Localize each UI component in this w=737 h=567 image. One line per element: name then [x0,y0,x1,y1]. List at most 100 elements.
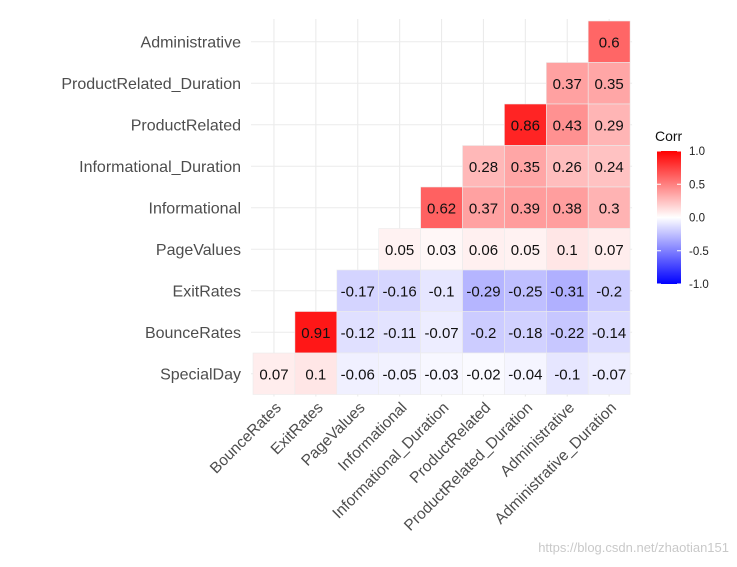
legend-tick-label: 0.5 [689,179,705,191]
x-axis-label: BounceRates [207,399,285,477]
heatmap-cell [587,20,631,63]
cell-value-label: -0.17 [341,283,375,300]
heatmap-cell [587,103,631,146]
cell-value-label: 0.28 [469,159,498,176]
heatmap-cell [462,352,505,395]
cell-value-label: -0.05 [383,366,417,383]
color-legend: Corr 1.0 0.5 0.0 -0.5 -1.0 [655,128,709,291]
heatmap-cell [462,186,505,229]
cell-value-label: 0.91 [301,325,330,342]
heatmap-cell [587,269,631,312]
legend-tick-label: -1.0 [689,279,709,291]
heatmap-cell [420,352,463,395]
cell-value-label: 0.86 [511,117,540,134]
y-axis-label: ProductRelated [131,117,241,134]
heatmap-cell [504,145,547,188]
heatmap-cell [420,311,463,354]
legend-tick-label: 1.0 [689,146,705,158]
cell-value-labels: 0.6 0.37 0.35 0.86 0.43 0.29 0.28 0.35 0.26 0.24 0… [259,34,626,383]
heatmap-cell [378,269,421,312]
cell-value-label: -0.31 [550,283,584,300]
cell-value-label: -0.29 [466,283,500,300]
cell-value-label: -0.1 [429,283,455,300]
heatmap-cell [545,186,589,229]
cell-value-label: 0.1 [305,366,326,383]
legend-tick-label: -0.5 [689,246,709,258]
cell-value-label: 0.03 [427,242,456,259]
cell-value-label: -0.25 [508,283,542,300]
y-axis-label: BounceRates [145,325,241,342]
heatmap-cell [378,228,421,271]
cell-value-label: -0.22 [550,325,584,342]
cell-value-label: 0.35 [595,76,624,93]
cell-value-label: -0.03 [424,366,458,383]
cell-value-label: -0.07 [592,366,626,383]
cell-value-label: -0.02 [466,366,500,383]
cell-value-label: -0.06 [341,366,375,383]
heatmap-cell [462,228,505,271]
cell-value-label: -0.07 [424,325,458,342]
y-axis-label: SpecialDay [160,366,241,383]
y-axis-label: Administrative [141,34,242,51]
heatmap-cell [587,311,631,354]
y-axis-label: Informational_Duration [79,159,241,176]
cell-value-label: 0.1 [557,242,578,259]
heatmap-cell [336,269,379,312]
y-axis-label: Informational [149,200,242,217]
cell-value-label: 0.3 [599,200,620,217]
heatmap-cell [587,228,631,271]
heatmap-cell [587,186,631,229]
heatmap-cell [545,62,589,105]
cell-value-label: 0.35 [511,159,540,176]
heatmap-cell [504,228,547,271]
legend-title: Corr [655,128,683,144]
heatmap-cell [545,311,589,354]
cell-value-label: -0.12 [341,325,375,342]
heatmap-cell [294,352,338,395]
cell-value-label: 0.43 [553,117,582,134]
y-axis-label: ProductRelated_Duration [61,76,241,93]
cell-value-label: -0.18 [508,325,542,342]
cell-value-label: -0.2 [596,283,622,300]
cell-value-label: -0.11 [383,325,416,342]
heatmap-cell [504,103,547,146]
cell-value-label: -0.14 [592,325,626,342]
cell-value-label: 0.05 [511,242,540,259]
heatmap-cell [336,352,379,395]
heatmap-cell [378,311,421,354]
cell-value-label: 0.37 [469,200,498,217]
heatmap-cell [587,145,631,188]
watermark-url: https://blog.csdn.net/zhaotian151 [538,540,729,555]
cell-value-label: 0.6 [599,34,620,51]
cell-value-label: -0.2 [471,325,497,342]
heatmap-cell [545,269,589,312]
cell-value-label: 0.06 [469,242,498,259]
cell-value-label: 0.26 [553,159,582,176]
y-axis-label: PageValues [156,242,241,259]
heatmap-cell [504,352,547,395]
cell-value-label: 0.24 [595,159,624,176]
cell-value-label: -0.04 [508,366,542,383]
heatmap-cell [462,269,505,312]
heatmap-cell [545,352,589,395]
x-axis-label: Administrative [497,399,578,480]
heatmap-cell [587,62,631,105]
cell-value-label: 0.38 [553,200,582,217]
cell-value-label: 0.62 [427,200,456,217]
heatmap-cell [504,186,547,229]
heatmap-tiles [252,20,631,395]
y-axis-labels: Administrative ProductRelated_Duration Pro… [61,34,241,383]
legend-tick-label: 0.0 [689,213,705,225]
cell-value-label: 0.29 [595,117,624,134]
cell-value-label: -0.1 [554,366,580,383]
x-axis-labels: BounceRatesExitRatesPageValuesInformatio… [207,399,620,534]
heatmap-cell [420,269,463,312]
heatmap-cell [420,228,463,271]
heatmap-cell [504,269,547,312]
cell-value-label: 0.05 [385,242,414,259]
heatmap-cell [378,352,421,395]
cell-value-label: 0.07 [595,242,624,259]
cell-value-label: 0.39 [511,200,540,217]
cell-value-label: -0.16 [383,283,417,300]
